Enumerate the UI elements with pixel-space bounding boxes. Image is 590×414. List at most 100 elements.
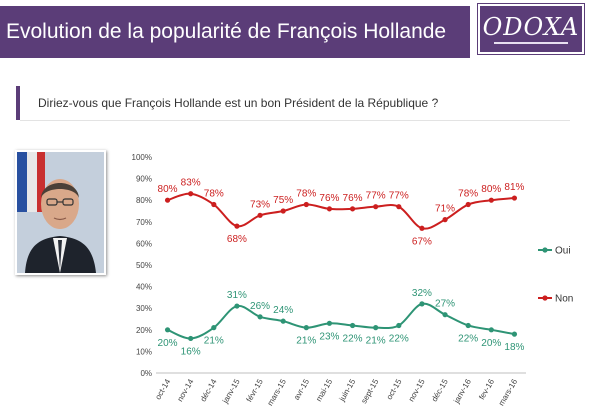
data-label: 18% xyxy=(504,342,524,353)
data-label: 71% xyxy=(435,204,455,215)
data-point xyxy=(373,325,379,331)
legend-item-oui: Oui xyxy=(538,246,571,257)
data-label: 21% xyxy=(204,336,224,347)
legend-item-non: Non xyxy=(538,294,573,305)
header: Evolution de la popularité de François H… xyxy=(0,0,590,62)
data-label: 22% xyxy=(343,333,363,344)
x-tick-label: avr-15 xyxy=(292,377,311,402)
x-tick-label: mars-15 xyxy=(265,377,288,407)
data-point xyxy=(465,322,471,329)
data-label: 16% xyxy=(181,346,201,357)
data-label: 76% xyxy=(319,193,339,204)
y-axis: 0% 10% 20% 30% 40% 50% 60% 70% 80% 90% 100% xyxy=(132,153,152,378)
data-point xyxy=(326,320,333,326)
x-tick-label: janv-15 xyxy=(220,377,242,406)
data-point xyxy=(234,223,240,229)
data-label: 21% xyxy=(366,336,386,347)
series-non: 80%83%78%68%73% 75%78% 76% 76% 77% 77%67%71%7… xyxy=(158,178,525,248)
data-point xyxy=(511,195,518,201)
data-label: 68% xyxy=(227,234,247,245)
x-tick-label: nov-15 xyxy=(407,377,427,403)
data-point xyxy=(280,208,286,214)
data-point xyxy=(511,331,518,337)
series-line-oui xyxy=(167,302,515,340)
data-point xyxy=(211,201,217,208)
data-point xyxy=(164,327,171,333)
x-tick-label: nov-14 xyxy=(175,377,195,403)
data-label: 78% xyxy=(296,189,316,200)
x-tick-label: janv-16 xyxy=(452,377,474,406)
data-point xyxy=(164,197,171,203)
data-label: 21% xyxy=(296,336,316,347)
data-point xyxy=(257,314,263,320)
question-accent-bar xyxy=(16,86,20,120)
data-point xyxy=(349,322,356,329)
data-point xyxy=(234,303,240,309)
title-bar: Evolution de la popularité de François H… xyxy=(0,6,470,58)
y-tick-label: 50% xyxy=(136,261,152,270)
data-label: 23% xyxy=(319,331,339,342)
data-point xyxy=(326,206,333,212)
x-tick-label: juin-15 xyxy=(337,377,358,404)
data-point xyxy=(373,204,379,210)
data-label: 22% xyxy=(458,333,478,344)
data-label: 67% xyxy=(412,236,432,247)
series-oui: 20%16%21%31%26% 24%21% 23% 22% 21% 22%32%27%2… xyxy=(158,288,525,358)
data-label: 32% xyxy=(412,288,432,299)
question-divider xyxy=(20,120,570,121)
legend-label: Oui xyxy=(555,246,571,257)
legend-label: Non xyxy=(555,294,573,305)
x-axis: oct-14 nov-14 déc-14 janv-15 févr-15 mars-15 a… xyxy=(153,372,526,407)
x-tick-label: déc-14 xyxy=(199,377,219,403)
data-point xyxy=(303,325,309,331)
x-tick-label: mars-16 xyxy=(497,377,520,407)
person-portrait-icon xyxy=(15,150,106,275)
data-point xyxy=(257,212,263,218)
data-point xyxy=(303,201,309,208)
data-label: 80% xyxy=(481,184,501,195)
data-point xyxy=(349,206,356,212)
data-label: 22% xyxy=(389,333,409,344)
data-point xyxy=(419,301,425,307)
data-point xyxy=(280,318,286,324)
x-tick-label: sept-15 xyxy=(359,377,380,405)
x-tick-label: fev-16 xyxy=(477,377,496,401)
data-label: 77% xyxy=(389,191,409,202)
logo-text: ODOXA xyxy=(482,13,580,41)
data-label: 76% xyxy=(343,193,363,204)
odoxa-logo: ODOXA xyxy=(478,4,584,54)
data-label: 83% xyxy=(181,178,201,189)
data-label: 78% xyxy=(204,189,224,200)
y-tick-label: 80% xyxy=(136,196,152,205)
legend-swatch-marker xyxy=(542,295,548,301)
legend: Oui Non xyxy=(538,246,573,305)
data-label: 31% xyxy=(227,290,247,301)
x-tick-label: déc-15 xyxy=(430,377,450,403)
x-tick-label: févr-15 xyxy=(245,377,266,404)
data-label: 81% xyxy=(504,182,524,193)
series-layer: 20%16%21%31%26% 24%21% 23% 22% 21% 22%32%27%2… xyxy=(158,178,525,358)
data-label: 77% xyxy=(366,191,386,202)
data-label: 24% xyxy=(273,305,293,316)
data-point xyxy=(188,191,194,197)
x-tick-label: mai-15 xyxy=(314,377,334,403)
data-point xyxy=(488,197,494,203)
data-point xyxy=(442,312,448,318)
data-label: 20% xyxy=(158,338,178,349)
data-point xyxy=(419,225,425,231)
data-label: 20% xyxy=(481,338,501,349)
data-point xyxy=(465,201,471,208)
data-point xyxy=(211,325,217,331)
y-tick-label: 90% xyxy=(136,175,152,184)
data-label: 27% xyxy=(435,299,455,310)
legend-swatch-marker xyxy=(542,247,548,253)
y-tick-label: 70% xyxy=(136,218,152,227)
y-tick-label: 40% xyxy=(136,283,152,292)
y-tick-label: 100% xyxy=(132,153,152,162)
data-label: 73% xyxy=(250,199,270,210)
y-tick-label: 0% xyxy=(140,369,152,378)
x-tick-label: oct-14 xyxy=(153,377,172,401)
logo-underline xyxy=(494,42,568,44)
x-tick-label: oct-15 xyxy=(385,377,404,401)
data-point xyxy=(396,204,402,210)
